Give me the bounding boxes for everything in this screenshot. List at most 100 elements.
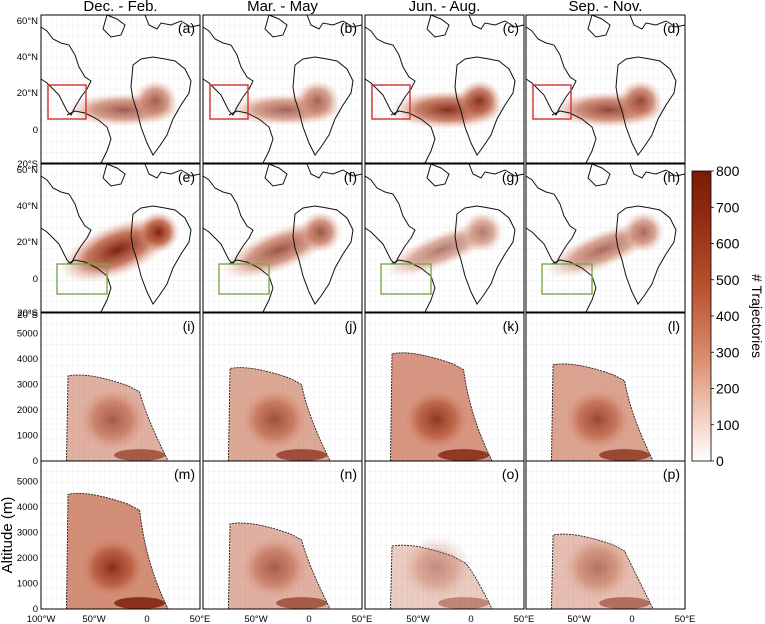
plume-sahara	[457, 80, 502, 122]
coastline-0	[364, 175, 416, 265]
panel-grid-4	[41, 164, 200, 312]
coastline-0	[202, 175, 254, 265]
colorbar-tick-label: 700	[716, 199, 740, 215]
altitude-tick: 5000	[17, 328, 38, 339]
source-box-2	[371, 84, 411, 120]
coastline-1	[228, 110, 274, 164]
altitude-tick: 3000	[17, 379, 38, 390]
altitude-envelope-15	[550, 533, 654, 610]
coastline-4	[102, 163, 126, 187]
coastlines-3	[525, 14, 686, 164]
coastline-3	[454, 205, 516, 305]
source-box-3	[532, 84, 572, 120]
lon-tick: 50°W	[567, 614, 590, 624]
coastline-4	[264, 14, 288, 38]
lat-tick: 40°N	[17, 52, 38, 63]
altitude-envelope-9	[227, 367, 331, 462]
plume-sahara	[618, 80, 663, 122]
surface-band	[276, 449, 328, 461]
axes-labels: 60°N40°N20°N060°N40°N20°N020°S20°S20°S01…	[0, 16, 695, 624]
coastline-2	[629, 163, 686, 179]
coastline-0	[202, 26, 254, 116]
source-box-4	[56, 263, 108, 295]
coastline-3	[292, 205, 354, 305]
lon-tick: 50°W	[82, 614, 105, 624]
coastline-1	[551, 110, 597, 164]
coastline-1	[390, 110, 436, 164]
lat-tick: 0	[33, 125, 38, 136]
coastline-4	[587, 163, 611, 187]
coastline-0	[525, 26, 577, 116]
coastline-3	[130, 205, 192, 305]
coastlines-5	[202, 163, 363, 313]
colorbar: 0 100 200 300 400 500 600 700 800 # Trajectories	[691, 163, 765, 469]
source-box-5	[218, 263, 270, 295]
envelope-core	[562, 387, 633, 453]
lon-tick: 0	[306, 614, 311, 624]
envelope-core	[401, 535, 472, 601]
lat-tick: 20°N	[17, 237, 38, 248]
panel-n: (n)	[202, 460, 363, 610]
lat-tick: 20°N	[17, 88, 38, 99]
coastlines-0	[40, 14, 201, 164]
panel-frame	[364, 460, 525, 610]
coastline-2	[144, 14, 201, 30]
panel-i: (i)	[40, 312, 201, 462]
panel-h: (h)	[525, 163, 686, 313]
colorbar-tick-label: 600	[716, 236, 740, 252]
panel-a: (a)	[40, 14, 201, 164]
envelope-core	[401, 387, 472, 453]
season-titles: Dec. - Feb. Mar. - May Jun. - Aug. Sep. - N…	[83, 0, 642, 15]
panel-f: (f)	[202, 163, 363, 313]
coastline-3	[454, 56, 516, 156]
coastline-3	[615, 56, 677, 156]
altitude-envelope-13	[227, 522, 331, 610]
season-title-2: Mar. - May	[247, 0, 318, 15]
coastline-0	[40, 26, 92, 116]
colorbar-tick-label: 400	[716, 308, 740, 324]
panel-k: (k)	[364, 312, 525, 462]
surface-band	[438, 597, 490, 609]
coastline-4	[264, 163, 288, 187]
source-box-1	[209, 84, 249, 120]
altitude-tick: 1000	[17, 578, 38, 589]
source-box-0	[47, 84, 87, 120]
coastline-1	[66, 259, 112, 313]
lat-tick: 60°N	[17, 165, 38, 176]
coastlines-2	[364, 14, 525, 164]
panel-label: (j)	[345, 318, 357, 334]
altitude-tick: 4000	[17, 502, 38, 513]
colorbar-tick-label: 800	[716, 163, 740, 179]
coastline-3	[615, 205, 677, 305]
plume-sahara	[137, 211, 180, 253]
altitude-envelope-10	[389, 352, 493, 462]
altitude-tick: 5000	[17, 476, 38, 487]
lat-tick: 0	[33, 274, 38, 285]
coastline-0	[40, 175, 92, 265]
lat-tick: 20°S	[17, 310, 38, 321]
colorbar-label: # Trajectories	[749, 274, 765, 358]
lat-tick-row2-bottom: 20°S	[17, 308, 38, 319]
coastline-4	[426, 14, 450, 38]
altitude-envelope-8	[65, 374, 169, 462]
plume-sahara	[461, 211, 504, 253]
envelope-core	[77, 535, 148, 601]
density-plume-2	[390, 80, 505, 130]
panel-frame	[40, 460, 201, 610]
density-plume-3	[551, 80, 666, 128]
coastline-0	[364, 26, 416, 116]
coastlines-6	[364, 163, 525, 313]
panel-label: (n)	[340, 466, 357, 482]
coastline-4	[102, 14, 126, 38]
envelope-core	[562, 535, 633, 601]
lon-tick: 50°E	[675, 614, 696, 624]
lon-tick: 50°W	[406, 614, 429, 624]
plume-sahara	[133, 80, 178, 122]
lon-tick: 0	[629, 614, 634, 624]
envelope-core	[239, 535, 310, 601]
coastline-0	[525, 175, 577, 265]
plume-sahara	[622, 211, 665, 253]
panel-frame	[525, 14, 686, 164]
colorbar-bar	[691, 170, 712, 462]
